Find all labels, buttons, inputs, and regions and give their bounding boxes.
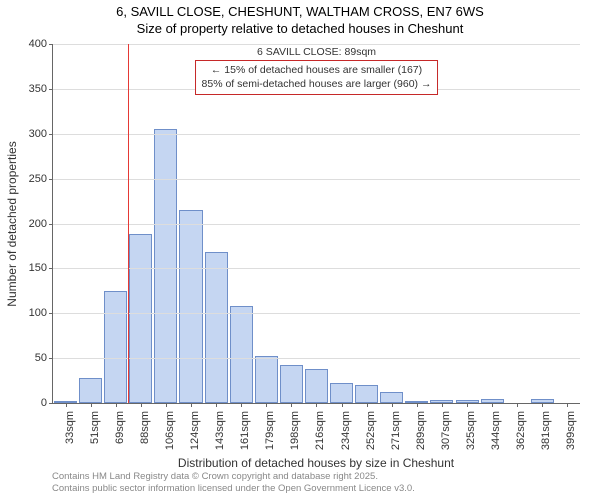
footer-line-1: Contains HM Land Registry data © Crown c… (52, 471, 378, 482)
plot-area: Number of detached properties 33sqm51sqm… (52, 44, 580, 404)
xtick-label: 234sqm (340, 411, 352, 450)
xtick-label: 362sqm (515, 411, 527, 450)
marker-line (128, 44, 129, 403)
xtick-mark (392, 403, 393, 407)
grid-line (53, 268, 580, 269)
ytick-label: 50 (35, 352, 53, 364)
xtick-label: 124sqm (189, 411, 201, 450)
bar (305, 369, 328, 403)
xtick-mark (367, 403, 368, 407)
xtick-mark (216, 403, 217, 407)
ytick-label: 250 (29, 173, 53, 185)
grid-line (53, 358, 580, 359)
xtick-label: 289sqm (415, 411, 427, 450)
grid-line (53, 313, 580, 314)
xtick-mark (492, 403, 493, 407)
xtick-mark (166, 403, 167, 407)
grid-line (53, 134, 580, 135)
xtick-mark (417, 403, 418, 407)
xtick-mark (191, 403, 192, 407)
xtick-label: 325sqm (465, 411, 477, 450)
bar (129, 234, 152, 403)
chart-canvas: 33sqm51sqm69sqm88sqm106sqm124sqm143sqm16… (52, 44, 580, 404)
grid-line (53, 44, 580, 45)
xtick-mark (241, 403, 242, 407)
xtick-mark (542, 403, 543, 407)
annotation-title: 6 SAVILL CLOSE: 89sqm (257, 46, 376, 58)
annotation-line-2: 85% of semi-detached houses are larger (… (202, 78, 432, 92)
xtick-mark (517, 403, 518, 407)
ytick-label: 350 (29, 83, 53, 95)
xtick-label: 179sqm (264, 411, 276, 450)
bar (255, 356, 278, 403)
bar (104, 291, 127, 403)
chart-title: 6, SAVILL CLOSE, CHESHUNT, WALTHAM CROSS… (0, 0, 600, 38)
xtick-label: 344sqm (490, 411, 502, 450)
xtick-mark (66, 403, 67, 407)
xtick-label: 399sqm (565, 411, 577, 450)
ytick-label: 300 (29, 128, 53, 140)
xtick-mark (342, 403, 343, 407)
xtick-mark (91, 403, 92, 407)
y-axis-label: Number of detached properties (5, 141, 19, 306)
xtick-label: 307sqm (440, 411, 452, 450)
xtick-mark (116, 403, 117, 407)
ytick-label: 100 (29, 307, 53, 319)
bar (280, 365, 303, 403)
xtick-label: 252sqm (365, 411, 377, 450)
xtick-label: 216sqm (314, 411, 326, 450)
xtick-label: 198sqm (289, 411, 301, 450)
footer-attribution: Contains HM Land Registry data © Crown c… (52, 471, 415, 495)
xtick-mark (291, 403, 292, 407)
xtick-label: 161sqm (239, 411, 251, 450)
xtick-label: 381sqm (540, 411, 552, 450)
ytick-label: 400 (29, 38, 53, 50)
xtick-mark (567, 403, 568, 407)
xtick-mark (141, 403, 142, 407)
grid-line (53, 224, 580, 225)
xtick-mark (316, 403, 317, 407)
ytick-label: 150 (29, 262, 53, 274)
xtick-mark (442, 403, 443, 407)
bar (355, 385, 378, 403)
xtick-label: 271sqm (390, 411, 402, 450)
xtick-label: 106sqm (164, 411, 176, 450)
x-axis-label: Distribution of detached houses by size … (178, 456, 454, 470)
title-line-1: 6, SAVILL CLOSE, CHESHUNT, WALTHAM CROSS… (116, 4, 484, 19)
xtick-mark (467, 403, 468, 407)
annotation-line-1: ← 15% of detached houses are smaller (16… (202, 64, 432, 78)
bar (330, 383, 353, 403)
footer-line-2: Contains public sector information licen… (52, 483, 415, 494)
xtick-label: 143sqm (214, 411, 226, 450)
xtick-label: 69sqm (114, 411, 126, 444)
ytick-label: 200 (29, 218, 53, 230)
bar (154, 129, 177, 403)
xtick-label: 88sqm (139, 411, 151, 444)
annotation-box: ← 15% of detached houses are smaller (16… (195, 60, 439, 95)
grid-line (53, 179, 580, 180)
bar (205, 252, 228, 403)
title-line-2: Size of property relative to detached ho… (137, 21, 464, 36)
bar (380, 392, 403, 403)
bar (179, 210, 202, 403)
xtick-label: 33sqm (64, 411, 76, 444)
xtick-label: 51sqm (89, 411, 101, 444)
bar (230, 306, 253, 403)
bar (79, 378, 102, 403)
xtick-mark (266, 403, 267, 407)
ytick-label: 0 (41, 397, 53, 409)
